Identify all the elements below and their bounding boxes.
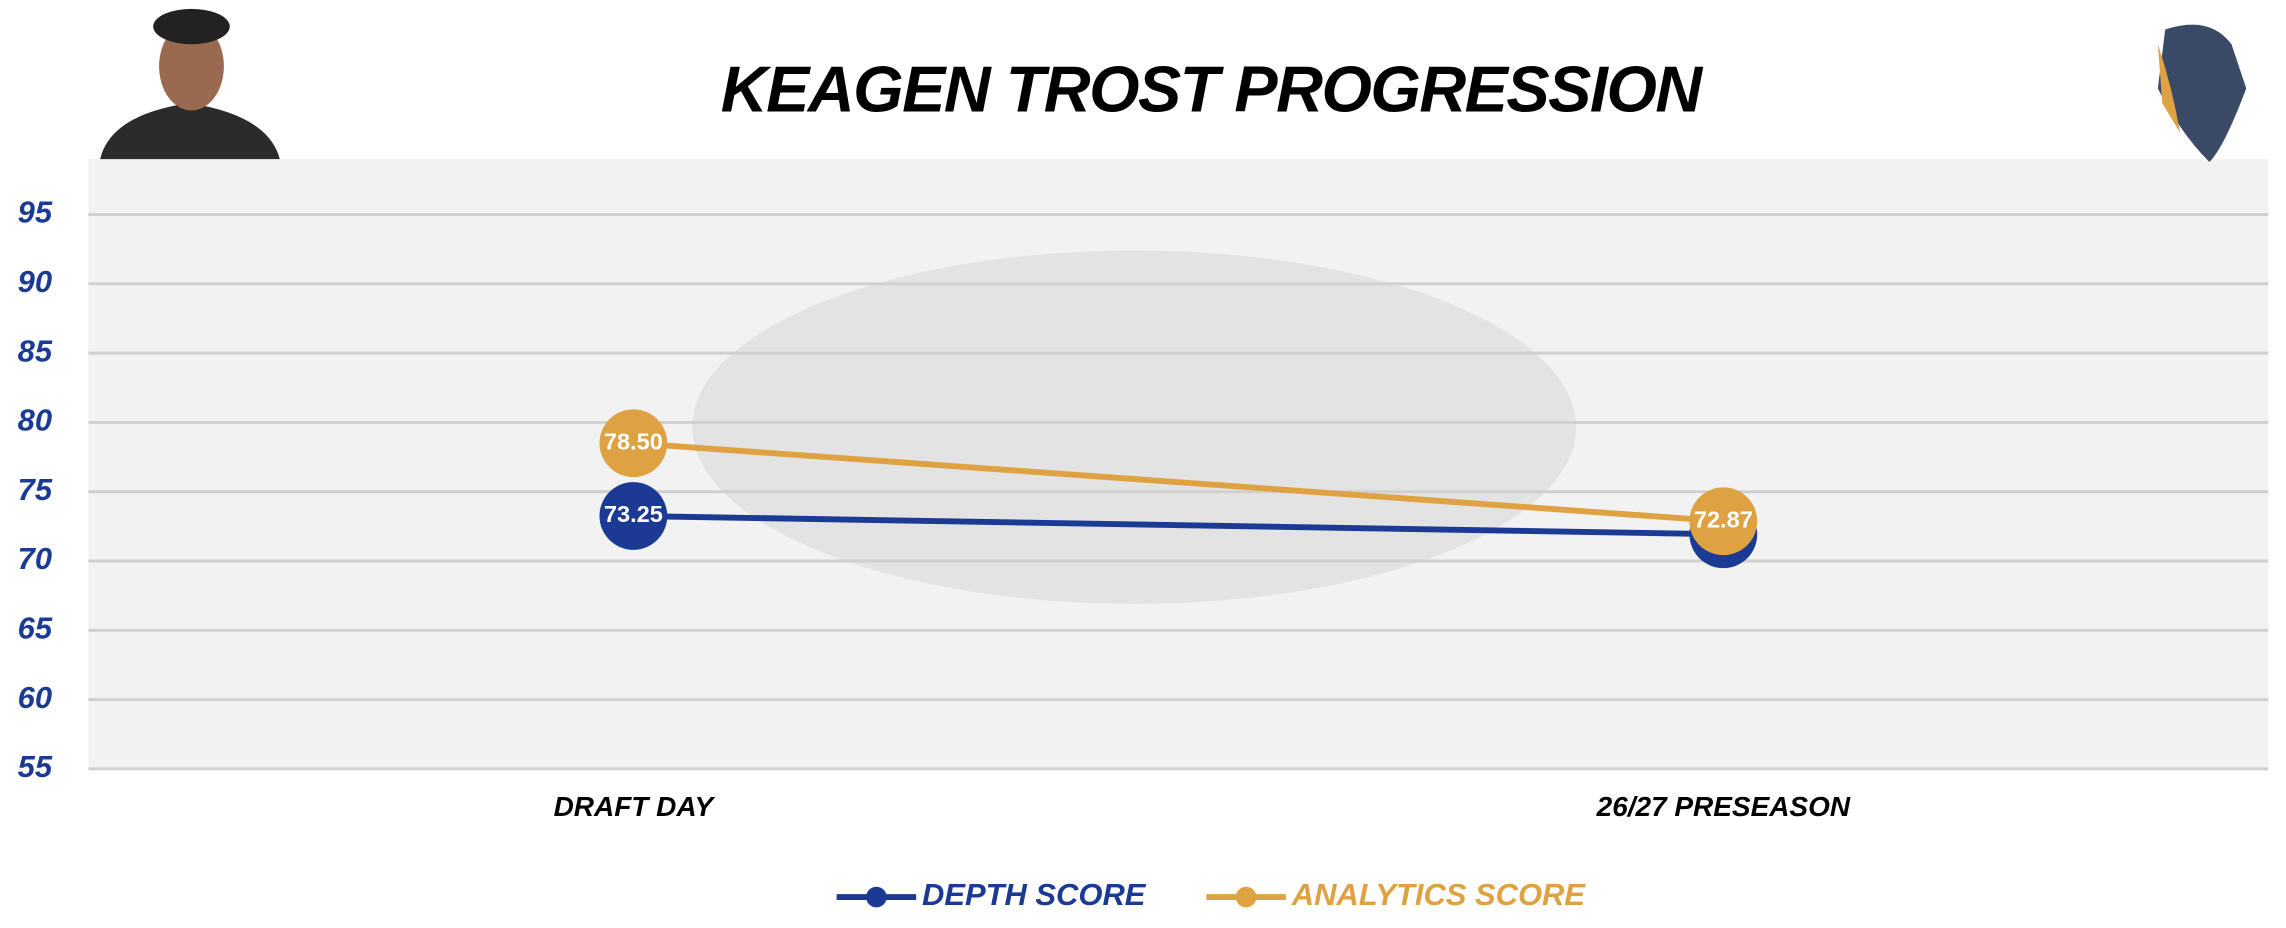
legend-item: DEPTH SCORE xyxy=(836,877,1147,912)
data-point xyxy=(599,409,668,478)
chart-title: KEAGEN TROST PROGRESSION xyxy=(721,52,1704,125)
legend-item: ANALYTICS SCORE xyxy=(1206,877,1586,912)
series-line xyxy=(633,440,1724,525)
team-logo xyxy=(2157,24,2247,163)
y-tick-label: 85 xyxy=(18,333,53,368)
y-tick-label: 55 xyxy=(18,749,53,784)
data-label: 73.25 xyxy=(604,501,663,527)
photo-body xyxy=(100,103,280,160)
data-label: 72.87 xyxy=(1694,506,1753,532)
legend-label: ANALYTICS SCORE xyxy=(1291,877,1587,912)
plot-area xyxy=(88,159,2269,769)
legend-marker xyxy=(866,886,887,908)
photo-hair xyxy=(153,8,230,45)
x-tick-label: DRAFT DAY xyxy=(554,791,716,822)
x-tick-label: 26/27 PRESEASON xyxy=(1596,791,1851,822)
legend-marker xyxy=(1235,886,1257,908)
photo-head xyxy=(159,22,224,111)
watermark-shape xyxy=(692,250,1577,604)
y-tick-label: 75 xyxy=(18,472,53,507)
watermark xyxy=(692,250,1577,604)
y-tick-label: 80 xyxy=(18,403,52,438)
logo-accent xyxy=(2157,44,2180,133)
y-tick-label: 95 xyxy=(18,195,53,230)
y-tick-label: 60 xyxy=(18,680,52,715)
series-line xyxy=(633,513,1724,538)
legend-label: DEPTH SCORE xyxy=(922,877,1147,912)
y-tick-label: 65 xyxy=(18,610,53,645)
y-tick-label: 90 xyxy=(18,264,52,299)
data-point xyxy=(1689,487,1758,556)
data-label: 78.50 xyxy=(604,428,663,454)
player-photo xyxy=(100,8,280,160)
data-point xyxy=(599,482,668,550)
y-tick-label: 70 xyxy=(18,541,52,576)
logo-shape xyxy=(2157,24,2247,163)
